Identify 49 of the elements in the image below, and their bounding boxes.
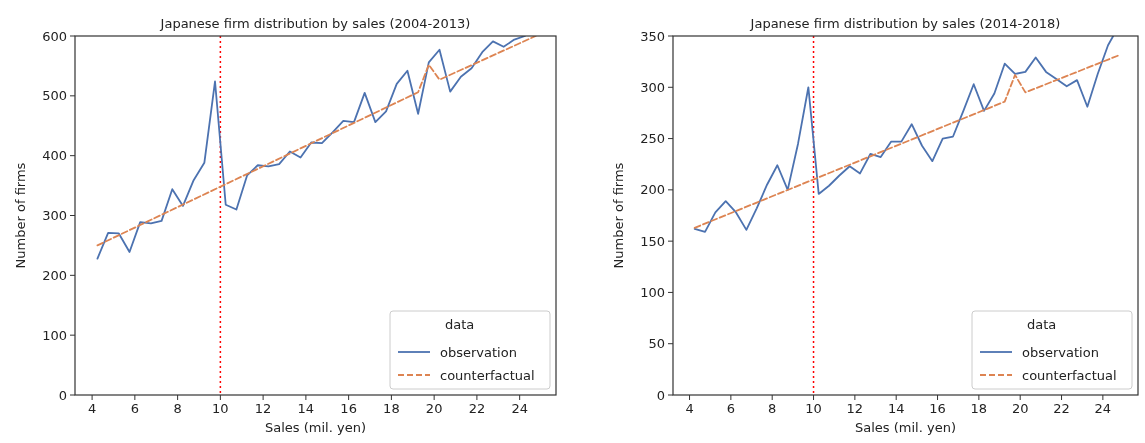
x-tick-label: 12 [846,401,864,416]
x-tick-label: 20 [1011,401,1029,416]
x-axis-title: Sales (mil. yen) [265,420,366,435]
x-tick-label: 10 [212,401,229,416]
chart-title: Japanese firm distribution by sales (2014-2018) [749,16,1061,31]
y-axis-title: Number of firms [13,162,28,269]
y-tick-label: 300 [42,208,67,223]
legend-title: data [445,317,475,332]
x-tick-label: 22 [468,401,486,416]
y-tick-label: 100 [42,327,67,343]
x-tick-label: 16 [340,401,357,416]
x-tick-label: 24 [1094,401,1112,416]
y-tick-label: 600 [42,28,67,44]
x-axis-title: Sales (mil. yen) [855,420,956,435]
y-tick-label: 50 [648,336,665,352]
x-tick-label: 18 [383,401,400,416]
y-tick-label: 250 [640,131,665,147]
y-tick-label: 200 [640,182,665,198]
y-tick-label: 150 [640,233,665,249]
x-tick-label: 20 [425,401,443,416]
x-tick-label: 6 [130,401,139,416]
x-tick-label: 22 [1053,401,1070,416]
y-tick-label: 0 [58,387,67,403]
x-tick-label: 4 [87,401,97,416]
x-tick-label: 14 [297,401,315,416]
x-tick-label: 14 [887,401,905,416]
y-tick-label: 300 [640,79,665,95]
legend-label: observation [1022,345,1099,360]
y-tick-label: 500 [42,88,67,104]
y-tick-label: 0 [656,387,665,403]
y-tick-label: 100 [640,284,665,300]
y-tick-label: 350 [640,28,665,44]
x-tick-label: 10 [805,401,822,416]
legend-label: counterfactual [440,368,535,383]
x-tick-label: 12 [254,401,272,416]
x-tick-label: 8 [768,401,777,416]
x-tick-label: 24 [511,401,528,416]
x-tick-label: 8 [173,401,182,416]
chart-title: Japanese firm distribution by sales (2004-2013) [159,16,471,31]
x-tick-label: 16 [929,401,946,416]
y-tick-label: 400 [42,148,67,164]
x-tick-label: 6 [726,401,736,416]
x-tick-label: 18 [970,401,988,416]
y-axis-title: Number of firms [611,162,626,269]
legend-title: data [1027,317,1057,332]
x-tick-label: 4 [685,401,694,416]
y-tick-label: 200 [42,267,67,283]
legend-label: observation [440,345,517,360]
legend-label: counterfactual [1022,368,1117,383]
